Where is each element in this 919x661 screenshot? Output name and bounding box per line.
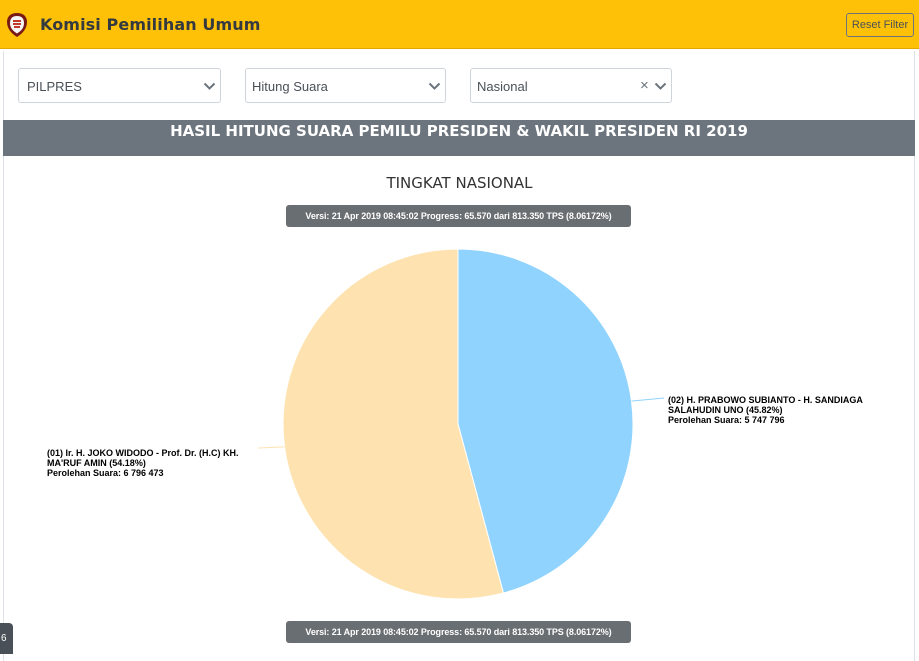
clear-selection-icon[interactable]: ×	[640, 77, 649, 94]
chevron-down-icon	[203, 82, 216, 90]
region-select[interactable]: Nasional ×	[470, 68, 672, 103]
count-mode-value: Hitung Suara	[252, 79, 328, 94]
feedback-tab-text: 6	[1, 633, 7, 644]
slice-01-vote-count: Perolehan Suara: 6 796 473	[47, 468, 164, 478]
results-banner: HASIL HITUNG SUARA PEMILU PRESIDEN & WAK…	[3, 120, 915, 156]
region-value: Nasional	[477, 79, 528, 94]
reset-filter-button[interactable]: Reset Filter	[846, 13, 914, 37]
chevron-down-icon	[654, 82, 667, 90]
feedback-tab[interactable]: 6	[0, 623, 13, 654]
version-tooltip-top: Versi: 21 Apr 2019 08:45:02 Progress: 65…	[286, 205, 631, 227]
slice-label-02-line2: SALAHUDIN UNO (45.82%)	[668, 405, 783, 415]
top-navbar: Komisi Pemilihan Umum Reset Filter	[0, 0, 919, 49]
slice-label-02-line1: (02) H. PRABOWO SUBIANTO - H. SANDIAGA	[668, 395, 863, 405]
election-type-select[interactable]: PILPRES	[18, 68, 221, 103]
slice-label-02: (02) H. PRABOWO SUBIANTO - H. SANDIAGA S…	[668, 395, 863, 425]
election-type-value: PILPRES	[27, 79, 82, 94]
count-mode-select[interactable]: Hitung Suara	[245, 68, 446, 103]
app-title: Komisi Pemilihan Umum	[40, 15, 261, 34]
slice-label-01-line2: MA'RUF AMIN (54.18%)	[47, 458, 146, 468]
chevron-down-icon	[428, 82, 441, 90]
slice-02-vote-count: Perolehan Suara: 5 747 796	[668, 415, 785, 425]
chart-title: TINGKAT NASIONAL	[386, 174, 533, 192]
kpu-logo-icon[interactable]	[5, 12, 29, 38]
version-tooltip-bottom: Versi: 21 Apr 2019 08:45:02 Progress: 65…	[286, 621, 631, 643]
content-frame	[3, 51, 915, 661]
slice-label-01-line1: (01) Ir. H. JOKO WIDODO - Prof. Dr. (H.C…	[47, 448, 239, 458]
slice-label-01: (01) Ir. H. JOKO WIDODO - Prof. Dr. (H.C…	[47, 448, 239, 478]
